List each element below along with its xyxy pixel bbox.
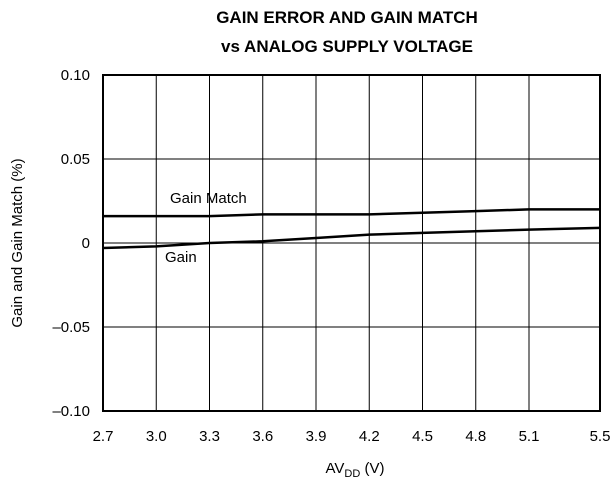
x-tick-label: 4.8 xyxy=(465,428,486,445)
plot-frame xyxy=(102,74,601,412)
y-tick-label: –0.10 xyxy=(52,403,90,420)
series-line-gain xyxy=(102,226,601,250)
y-tick-label: –0.05 xyxy=(52,319,90,336)
chart-title-line-2: vs ANALOG SUPPLY VOLTAGE xyxy=(221,37,473,56)
x-tick-label: 3.6 xyxy=(252,428,273,445)
x-tick-label: 2.7 xyxy=(93,428,114,445)
x-axis-label: AVDD (V) xyxy=(326,460,385,480)
y-axis-label: Gain and Gain Match (%) xyxy=(9,158,26,327)
y-tick-label: 0.10 xyxy=(61,67,90,84)
x-tick-label: 5.5 xyxy=(590,428,611,445)
y-tick-labels: 0.10 0.05 0 –0.05 –0.10 xyxy=(52,67,90,420)
x-tick-label: 5.1 xyxy=(519,428,540,445)
y-tick-label: 0 xyxy=(82,235,90,252)
x-tick-label: 3.3 xyxy=(199,428,220,445)
x-tick-label: 4.5 xyxy=(412,428,433,445)
series-lines xyxy=(102,208,601,250)
x-tick-label: 4.2 xyxy=(359,428,380,445)
x-axis-label-main: AV xyxy=(326,460,345,477)
x-tick-label: 3.9 xyxy=(306,428,327,445)
y-tick-label: 0.05 xyxy=(61,151,90,168)
chart-title-line-1: GAIN ERROR AND GAIN MATCH xyxy=(216,8,478,27)
series-line-gain-match xyxy=(103,208,600,218)
x-axis-label-subscript: DD xyxy=(344,468,360,480)
x-tick-labels: 2.7 3.0 3.3 3.6 3.9 4.2 4.5 4.8 5.1 5.5 xyxy=(93,428,611,445)
grid xyxy=(103,75,600,411)
series-label-gain: Gain xyxy=(165,249,197,266)
x-axis-label-unit: (V) xyxy=(360,460,384,477)
x-tick-label: 3.0 xyxy=(146,428,167,445)
series-label-gain-match: Gain Match xyxy=(170,190,247,207)
